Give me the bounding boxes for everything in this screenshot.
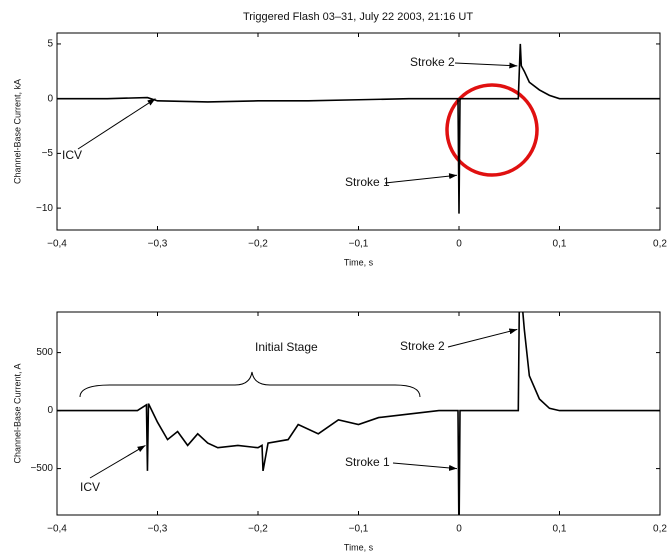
y-tick-label: −500 [30, 463, 53, 474]
y-tick-label: 0 [47, 93, 53, 104]
y-tick-label: 5 [47, 39, 53, 50]
highlight-circle [445, 83, 539, 177]
initial-stage-brace [79, 371, 421, 398]
annotation-arrow [447, 328, 518, 348]
annotation: Stroke 1 [345, 175, 390, 189]
y-axis-label: Channel-Base Current, A [12, 363, 22, 463]
y-axis-label: Channel-Base Current, kA [12, 79, 22, 184]
annotation-arrow [89, 444, 146, 479]
x-tick-label: −0,4 [47, 524, 67, 535]
y-tick-label: −5 [42, 148, 54, 159]
x-tick-label: 0 [456, 524, 462, 535]
x-tick-label: 0,2 [653, 524, 667, 535]
x-tick-label: 0,2 [653, 239, 667, 250]
y-tick-label: 500 [36, 347, 53, 358]
x-tick-label: 0,1 [553, 524, 567, 535]
x-tick-label: −0,4 [47, 239, 67, 250]
chart-title: Triggered Flash 03–31, July 22 2003, 21:… [243, 11, 473, 23]
x-axis-label: Time, s [344, 542, 374, 552]
annotation: Stroke 1 [345, 455, 390, 469]
annotation: Initial Stage [255, 340, 318, 354]
y-tick-label: 0 [47, 405, 53, 416]
x-tick-label: −0,3 [148, 524, 168, 535]
annotation: Stroke 2 [400, 339, 445, 353]
x-tick-label: 0,1 [553, 239, 567, 250]
x-tick-label: −0,3 [148, 239, 168, 250]
data-line [57, 43, 660, 214]
annotation: ICV [62, 148, 82, 162]
annotation: ICV [80, 480, 100, 494]
x-tick-label: −0,1 [349, 239, 369, 250]
x-tick-label: −0,1 [349, 524, 369, 535]
plot-frame [56, 311, 661, 516]
x-tick-label: −0,2 [248, 239, 268, 250]
annotation-arrow [454, 62, 518, 69]
annotation-arrow [392, 462, 458, 471]
plot-frame [56, 32, 661, 231]
annotation: Stroke 2 [410, 55, 455, 69]
x-axis-label: Time, s [344, 257, 374, 267]
data-line [57, 312, 660, 515]
annotation-arrow [77, 98, 156, 150]
x-tick-label: 0 [456, 239, 462, 250]
x-tick-label: −0,2 [248, 524, 268, 535]
annotation-arrow [384, 173, 458, 184]
y-tick-label: −10 [36, 203, 53, 214]
